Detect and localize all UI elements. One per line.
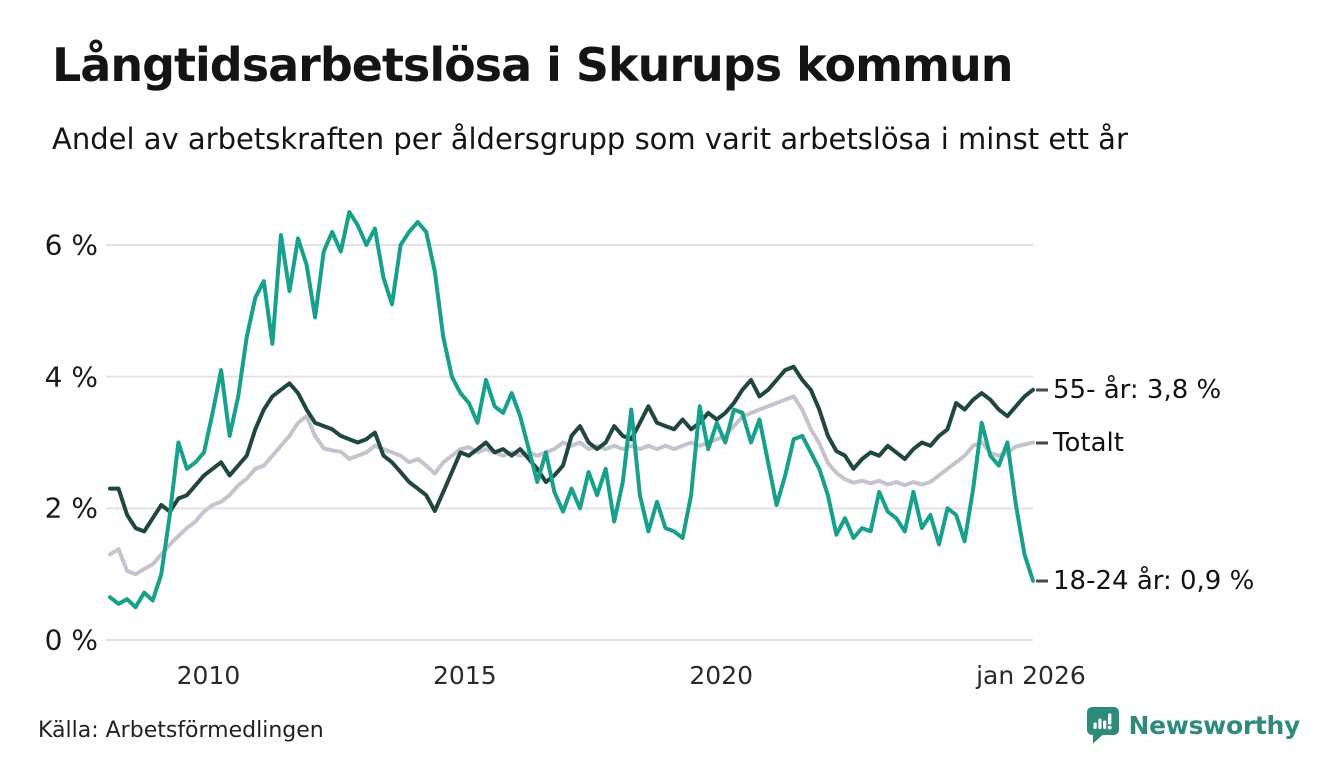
- end-label-tick: [1036, 388, 1048, 392]
- series-end-label-18-24-ar: 18-24 år: 0,9 %: [1053, 565, 1255, 596]
- x-axis-tick-label: 2020: [689, 661, 754, 690]
- x-axis-tick-label: 2015: [433, 661, 497, 690]
- page-title: Långtidsarbetslösa i Skurups kommun: [52, 38, 1013, 92]
- end-label-tick: [1036, 579, 1048, 583]
- newsworthy-logo: Newsworthy: [1086, 706, 1301, 745]
- source-note: Källa: Arbetsförmedlingen: [38, 718, 324, 743]
- newsworthy-wordmark: Newsworthy: [1128, 711, 1301, 740]
- bar-chart-speech-bubble-icon: [1086, 707, 1119, 744]
- y-axis-tick-label: 4 %: [44, 360, 98, 394]
- line-18-24-ar: [108, 210, 1035, 610]
- x-axis-tick-label: jan 2026: [976, 661, 1086, 690]
- page-subtitle: Andel av arbetskraften per åldersgrupp s…: [52, 122, 1128, 156]
- y-axis-tick-label: 0 %: [44, 623, 98, 657]
- line-totalt: [108, 394, 1035, 577]
- series-end-label-55-ar: 55- år: 3,8 %: [1053, 374, 1222, 405]
- line-55-ar: [108, 364, 1035, 534]
- end-label-tick: [1036, 441, 1048, 444]
- x-axis-tick-label: 2010: [176, 661, 241, 690]
- y-axis-tick-label: 6 %: [44, 228, 98, 262]
- y-axis-tick-label: 2 %: [44, 491, 98, 525]
- series-end-label-totalt: Totalt: [1053, 427, 1124, 458]
